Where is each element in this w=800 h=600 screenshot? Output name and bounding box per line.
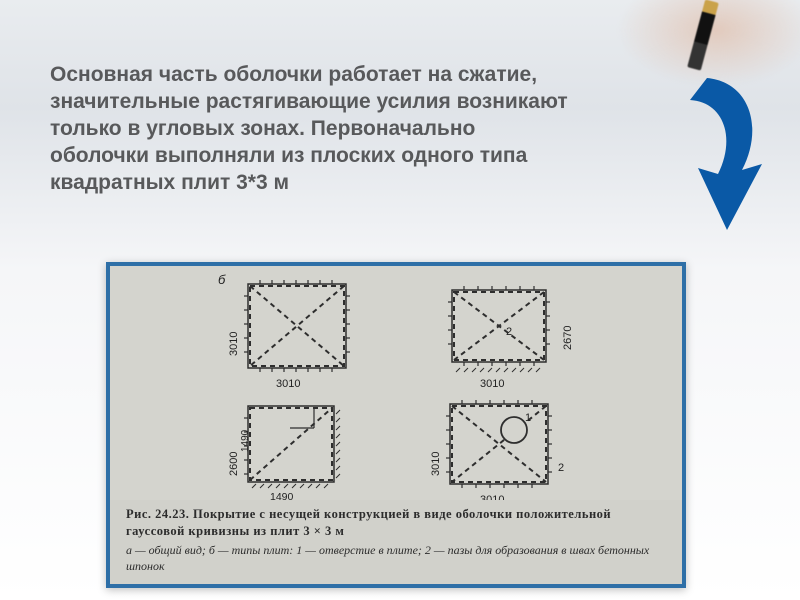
callout-1: 1 [525,412,531,424]
headline-text: Основная часть оболочки работает на сжат… [50,62,570,196]
dim-3010-h2: 3010 [480,378,504,390]
dim-3010-h1: 3010 [276,378,300,390]
curved-arrow-icon [632,70,772,240]
caption-sub: а — общий вид; б — типы плит: 1 — отверс… [126,542,666,574]
callout-2a: 2 [506,326,512,338]
dim-2600-v: 2600 [228,452,240,476]
figure-container: б 3010 3010 [106,262,686,588]
dim-1490-v: 1490 [240,430,251,452]
plate-tile-1 [238,276,356,376]
plate-tile-3 [238,396,356,492]
figure-caption: Рис. 24.23. Покрытие с несущей конструкц… [110,500,682,584]
plate-tile-4 [440,396,558,492]
dim-2670-v: 2670 [562,326,574,350]
callout-2b: 2 [558,462,564,474]
dim-3010-v2: 3010 [430,452,442,476]
caption-title: Рис. 24.23. Покрытие с несущей конструкц… [126,506,666,540]
dim-3010-v1: 3010 [228,332,240,356]
plate-tile-2 [440,276,558,376]
label-b: б [218,272,225,287]
diagram-area: б 3010 3010 [110,266,682,506]
figure-frame: б 3010 3010 [106,262,686,588]
